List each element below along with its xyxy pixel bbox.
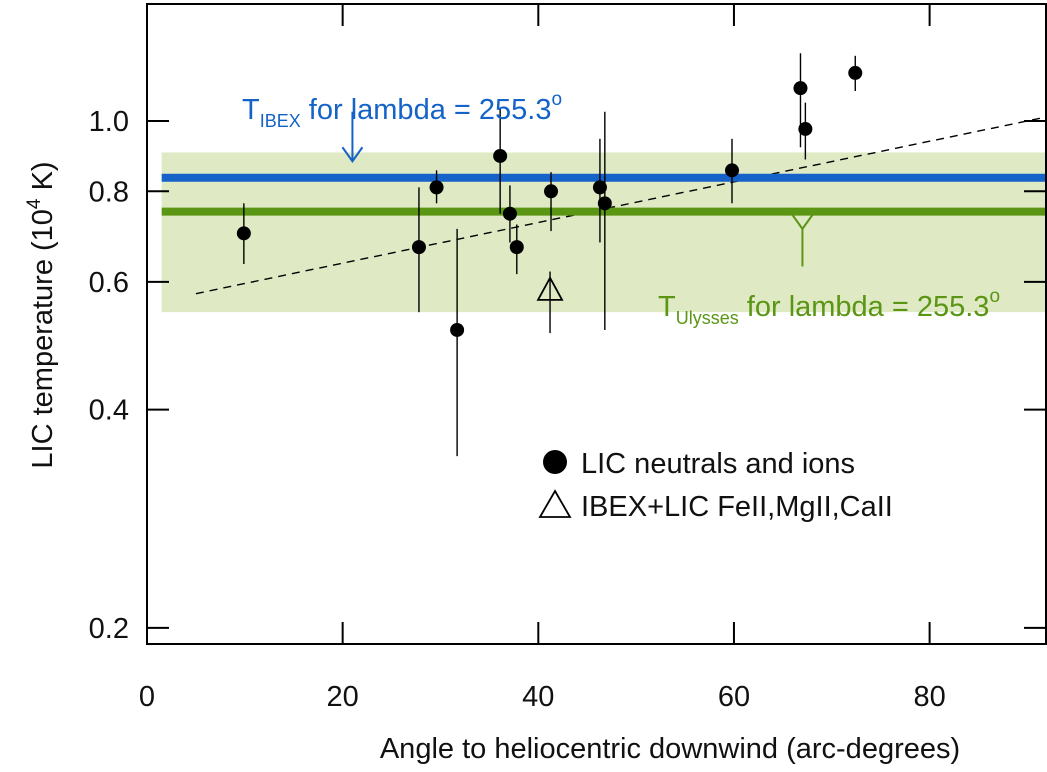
trendline-layer — [195, 117, 1043, 295]
annotations-layer: TIBEX for lambda = 255.3o TUlysses for la… — [242, 89, 1000, 328]
point-marker — [450, 322, 465, 337]
legend-entry: IBEX+LIC FeII,MgII,CaII — [538, 489, 893, 523]
annotation-ibex: TIBEX for lambda = 255.3o — [242, 89, 562, 131]
x-tick-label: 40 — [522, 681, 554, 713]
data-point — [592, 138, 607, 243]
legend-label: IBEX+LIC FeII,MgII,CaII — [581, 491, 893, 523]
y-axis-label: LIC temperature (104 K) — [24, 161, 59, 468]
axes-layer: 0 20 40 60 80 0.2 0.4 0.6 0.8 1.0 Angle to helioce… — [24, 3, 1047, 765]
point-marker — [502, 206, 517, 221]
point-marker — [798, 121, 813, 136]
data-point — [597, 111, 612, 330]
data-point — [502, 185, 517, 243]
point-marker — [592, 180, 607, 195]
data-point — [411, 187, 426, 313]
point-marker — [509, 240, 524, 255]
y-tick-label: 1.0 — [89, 106, 129, 138]
annotation-arrow-ibex — [341, 111, 364, 163]
data-point — [725, 138, 739, 204]
data-point — [236, 203, 251, 265]
data-point — [544, 172, 559, 232]
data-point — [798, 102, 813, 160]
data-point — [493, 108, 508, 214]
legend-entry: LIC neutrals and ions — [543, 448, 855, 480]
legend-layer: LIC neutrals and ions IBEX+LIC FeII,MgII,… — [538, 448, 893, 523]
point-marker — [725, 163, 739, 178]
point-marker — [411, 240, 426, 255]
data-point — [429, 170, 444, 204]
x-tick-label: 60 — [718, 681, 750, 713]
point-marker — [848, 65, 863, 80]
x-axis-label: Angle to heliocentric downwind (arc-degr… — [380, 733, 960, 765]
x-tick-label: 20 — [327, 681, 359, 713]
point-marker — [544, 184, 559, 199]
point-marker-triangle — [536, 275, 564, 301]
y-tick-label: 0.6 — [89, 267, 129, 299]
legend-label: LIC neutrals and ions — [581, 448, 855, 480]
point-marker — [429, 180, 444, 195]
data-point — [536, 271, 564, 334]
y-tick-label: 0.2 — [89, 613, 129, 645]
legend-marker — [543, 450, 567, 474]
data-point — [450, 228, 465, 457]
y-tick-label: 0.4 — [89, 395, 129, 427]
annotation-arrow-ulysses — [791, 214, 814, 267]
legend-marker-triangle — [538, 489, 572, 518]
point-marker — [236, 226, 251, 241]
data-point — [848, 55, 863, 91]
data-points-layer — [236, 53, 863, 457]
annotation-ulysses: TUlysses for lambda = 255.3o — [658, 286, 1000, 328]
data-point — [509, 224, 524, 275]
point-marker — [793, 81, 808, 96]
point-marker — [493, 148, 508, 163]
x-tick-label: 0 — [139, 681, 155, 713]
point-marker — [597, 196, 612, 211]
plot-frame — [146, 3, 1047, 645]
y-tick-label: 0.8 — [89, 176, 129, 208]
x-tick-label: 80 — [913, 681, 945, 713]
trend-line — [195, 117, 1043, 295]
